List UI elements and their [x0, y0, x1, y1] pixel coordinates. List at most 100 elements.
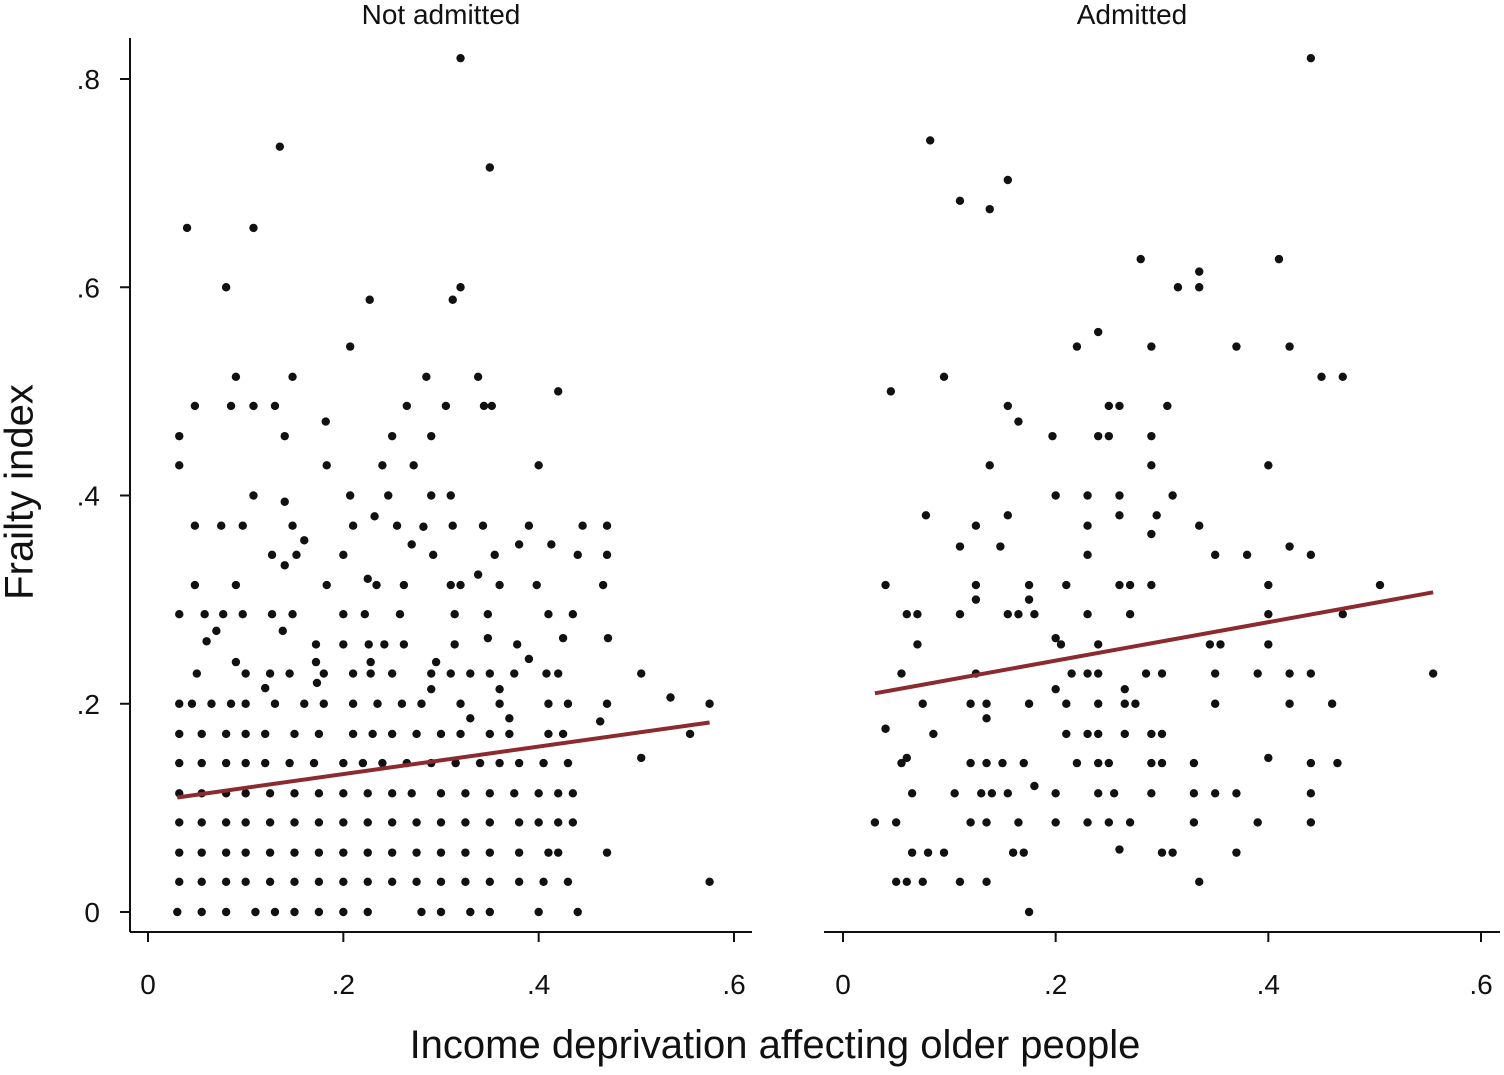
data-point: [1306, 669, 1316, 678]
data-point: [1115, 845, 1124, 854]
y-tick-label: .6: [77, 272, 100, 303]
data-point: [950, 789, 959, 798]
data-point: [290, 789, 299, 798]
data-point: [1195, 267, 1204, 276]
data-point: [363, 818, 372, 827]
data-point: [902, 610, 911, 619]
data-point: [1072, 758, 1082, 768]
data-point: [311, 657, 321, 667]
data-point: [395, 610, 405, 619]
data-point: [666, 693, 675, 702]
data-point: [1067, 669, 1076, 678]
data-point: [311, 640, 321, 649]
data-point: [1003, 511, 1013, 520]
data-point: [1285, 669, 1294, 678]
data-point: [427, 431, 436, 441]
data-point: [312, 678, 322, 688]
data-point: [1024, 699, 1034, 708]
data-point: [197, 877, 206, 887]
data-point: [1210, 789, 1220, 798]
data-point: [428, 550, 438, 560]
data-point: [595, 717, 605, 726]
data-point: [1030, 610, 1039, 619]
data-point: [456, 53, 465, 63]
data-point: [573, 907, 582, 917]
data-point: [251, 907, 260, 917]
data-point: [602, 699, 612, 708]
data-point: [982, 877, 991, 887]
data-point: [495, 580, 504, 590]
data-point: [175, 818, 184, 827]
data-point: [1264, 610, 1273, 619]
data-point: [399, 640, 409, 649]
data-point: [1024, 595, 1034, 604]
data-point: [1083, 491, 1092, 500]
data-point: [431, 657, 441, 667]
data-point: [1024, 580, 1034, 590]
data-point: [558, 729, 568, 739]
data-point: [290, 729, 299, 739]
data-point: [554, 789, 563, 798]
data-point: [514, 877, 524, 887]
data-point: [339, 610, 348, 619]
data-point: [563, 699, 573, 708]
data-point: [554, 387, 563, 396]
data-point: [485, 163, 495, 172]
x-tick-label: 0: [140, 969, 156, 1000]
data-point: [407, 540, 416, 549]
data-point: [534, 907, 543, 917]
data-point: [280, 431, 289, 441]
data-point: [1264, 753, 1273, 763]
data-point: [1003, 175, 1013, 185]
data-point: [1019, 848, 1028, 857]
data-point: [977, 789, 986, 798]
data-point: [603, 633, 613, 643]
data-point: [1141, 669, 1151, 678]
data-point: [996, 542, 1005, 551]
data-point: [192, 669, 202, 678]
data-point: [897, 758, 906, 768]
data-point: [212, 626, 221, 636]
data-point: [427, 669, 436, 678]
data-point: [1125, 580, 1135, 590]
data-point: [1205, 640, 1215, 649]
data-point: [907, 848, 917, 857]
data-point: [241, 818, 250, 827]
x-tick-label: .6: [722, 969, 745, 1000]
data-point: [1104, 401, 1114, 411]
data-point: [483, 633, 493, 643]
data-point: [451, 758, 460, 768]
data-point: [1157, 848, 1167, 857]
data-point: [217, 521, 226, 530]
data-point: [505, 714, 514, 723]
data-point: [891, 818, 901, 827]
x-tick-label: 0: [835, 969, 851, 1000]
y-axis: 0 .2 .4 .6 .8: [77, 38, 131, 932]
data-point: [290, 848, 299, 857]
data-point: [1232, 789, 1241, 798]
data-point: [448, 295, 457, 304]
data-point: [939, 372, 949, 381]
data-point: [1094, 431, 1103, 441]
data-point: [358, 758, 368, 768]
data-point: [436, 907, 446, 917]
data-point: [1147, 529, 1156, 539]
data-point: [241, 699, 250, 708]
data-point: [1083, 610, 1092, 619]
data-point: [705, 877, 714, 887]
data-point: [1147, 342, 1156, 351]
data-point: [378, 758, 387, 768]
data-point: [1094, 758, 1103, 768]
data-point: [1147, 729, 1156, 739]
data-point: [397, 699, 407, 708]
data-point: [1062, 699, 1071, 708]
data-point: [339, 640, 348, 649]
data-point: [249, 491, 258, 500]
data-point: [427, 491, 436, 500]
data-point: [966, 758, 975, 768]
data-point: [448, 521, 457, 530]
data-point: [363, 574, 372, 583]
data-point: [265, 848, 275, 857]
data-point: [514, 848, 524, 857]
data-point: [1003, 610, 1013, 619]
